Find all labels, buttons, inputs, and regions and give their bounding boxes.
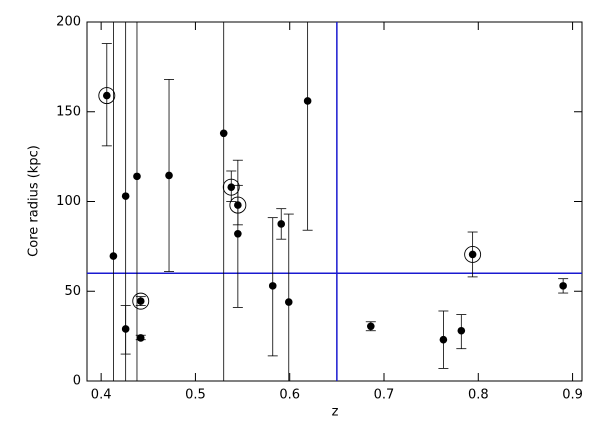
point [268,282,277,290]
y-axis-label: Core radius (kpc) [27,145,42,257]
point [234,230,242,238]
point [277,220,286,228]
point [103,91,111,100]
point [109,252,118,260]
x-tick-label: 0.9 [562,388,583,403]
x-tick-label: 0.7 [374,388,395,403]
y-tick-label: 150 [56,104,81,119]
point [559,282,567,290]
y-tick-label: 200 [56,15,81,30]
x-tick-label: 0.8 [468,388,489,403]
point [133,172,141,181]
point [303,97,312,105]
point-ring [222,178,240,196]
point-ring [132,292,150,310]
plot-area [87,22,582,381]
x-axis-label: z [332,405,339,420]
x-tick-label: 0.5 [185,388,206,403]
point-ring [98,87,116,105]
point [439,335,448,344]
y-tick-label: 100 [56,194,81,209]
point [468,250,477,259]
point [219,129,228,138]
point [121,192,130,200]
plot-frame [86,21,583,382]
y-tick-label: 0 [73,374,81,389]
x-tick-label: 0.6 [279,388,300,403]
point [136,334,145,342]
point [367,322,375,331]
point-ring [464,246,482,263]
point [457,326,466,335]
point [284,298,293,306]
point [227,183,236,191]
x-tick-label: 0.4 [91,388,112,403]
y-tick-label: 50 [64,284,81,299]
point [165,171,173,180]
point [136,297,145,305]
